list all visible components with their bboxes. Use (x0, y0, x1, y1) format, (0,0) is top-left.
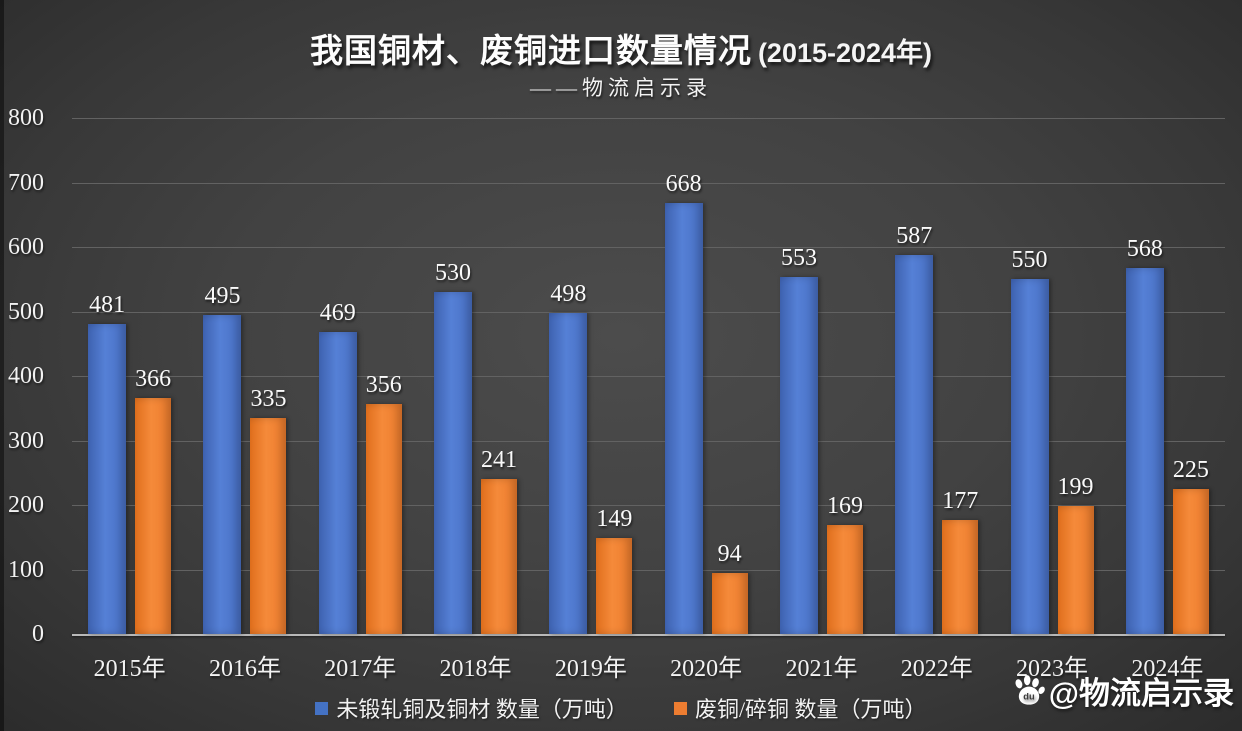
legend-label: 废铜/碎铜 数量（万吨） (694, 697, 927, 722)
bar-value-label: 568 (1126, 235, 1163, 262)
bar-value-label: 469 (319, 299, 356, 326)
gridline (72, 505, 1225, 506)
bar-scrap-copper-2024年: 225 (1172, 457, 1209, 634)
bar-value-label: 530 (435, 260, 472, 287)
x-tick-label: 2022年 (900, 656, 973, 682)
bar-unwrought-copper-2020年: 668 (664, 171, 703, 634)
bar-value-label: 335 (250, 385, 287, 412)
legend-label: 未锻轧铜及铜材 数量（万吨） (336, 697, 628, 722)
bar-value-label: 587 (896, 223, 933, 250)
x-tick-label: 2021年 (785, 656, 858, 682)
chart-title-years: (2015-2024年) (757, 38, 933, 68)
x-tick-label: 2016年 (208, 656, 281, 682)
bar-unwrought-copper-2022年: 587 (895, 223, 934, 634)
bar-group-2018年: 530 241 (418, 118, 533, 634)
bar-unwrought-copper-2019年: 498 (549, 281, 588, 634)
y-tick-label: 100 (8, 556, 44, 583)
bar-scrap-copper-2020年: 94 (711, 541, 748, 634)
bar-scrap-copper-2019年: 149 (596, 506, 633, 634)
x-axis-line (72, 634, 1225, 636)
bar-value-label: 169 (826, 493, 863, 519)
y-tick-label: 0 (32, 621, 44, 647)
bar-unwrought-copper-2024年: 568 (1125, 236, 1164, 634)
bar-value-label: 199 (1057, 473, 1094, 500)
bar-scrap-copper-2016年: 335 (250, 386, 287, 634)
bar-scrap-copper-2022年: 177 (942, 488, 979, 634)
x-tick-label: 2018年 (439, 656, 512, 682)
chart-subtitle: ——物流启示录 (530, 76, 712, 100)
y-tick-label: 200 (8, 492, 44, 518)
y-tick-label: 500 (8, 298, 44, 325)
bar-value-label: 668 (665, 171, 702, 198)
bar-value-label: 241 (481, 446, 518, 473)
chart-title: 我国铜材、废铜进口数量情况 (309, 32, 752, 69)
gridline (72, 569, 1225, 571)
x-tick-label: 2020年 (670, 656, 743, 682)
bar-value-label: 149 (596, 505, 633, 532)
bar-group-2015年: 481 366 (72, 118, 187, 634)
bar-group-2021年: 553 169 (764, 118, 879, 634)
x-tick-label: 2024年 (1131, 656, 1204, 682)
page-title: 我国铜材、废铜进口数量情况 (2015-2024年) (0, 24, 1242, 72)
bar-value-label: 481 (89, 291, 126, 318)
y-tick-label: 400 (8, 363, 44, 389)
x-tick-label: 2019年 (554, 656, 627, 682)
bar-group-2023年: 550 199 (994, 118, 1109, 634)
bar-scrap-copper-2021年: 169 (826, 493, 863, 634)
bar-unwrought-copper-2018年: 530 (434, 260, 473, 634)
x-tick-label: 2015年 (93, 656, 166, 682)
baidu-paw-icon: du (1011, 673, 1047, 709)
bar-group-2022年: 587 177 (879, 118, 994, 634)
bar-value-label: 553 (780, 245, 817, 272)
plot-area: 481 366 495 335 469 356 530 241 498 149 668 94 553 16… (72, 118, 1225, 636)
bar-unwrought-copper-2017年: 469 (318, 300, 357, 634)
gridline (72, 376, 1225, 377)
y-tick-label: 800 (8, 105, 44, 131)
y-axis: 800 700 600 500 400 300 200 100 0 (0, 105, 48, 647)
legend-item-scrap-copper: 废铜/碎铜 数量（万吨） (673, 692, 927, 724)
y-tick-label: 700 (8, 169, 44, 196)
gridline (72, 311, 1225, 313)
bar-value-label: 225 (1172, 456, 1209, 483)
legend-item-unwrought-copper: 未锻轧铜及铜材 数量（万吨） (315, 692, 628, 724)
bar-value-label: 495 (204, 282, 241, 309)
bar-value-label: 94 (717, 541, 742, 568)
gridline (72, 440, 1225, 442)
legend-swatch-orange-icon (673, 701, 687, 715)
bar-group-2024年: 568 225 (1110, 118, 1225, 634)
watermark: du @物流启示录 (1011, 668, 1234, 713)
bar-scrap-copper-2017年: 356 (365, 372, 402, 634)
bar-unwrought-copper-2016年: 495 (203, 283, 242, 634)
watermark-text: @物流启示录 (1048, 676, 1234, 711)
y-tick-label: 600 (8, 234, 44, 260)
x-axis: 2015年 2016年 2017年 2018年 2019年 2020年 2021年 2022年… (72, 648, 1225, 682)
bar-unwrought-copper-2023年: 550 (1010, 247, 1049, 634)
gridline (72, 118, 1225, 119)
bar-scrap-copper-2023年: 199 (1057, 474, 1094, 634)
bar-scrap-copper-2018年: 241 (481, 447, 518, 634)
gridline (72, 182, 1225, 184)
x-tick-label: 2017年 (324, 656, 397, 682)
svg-text:du: du (1023, 691, 1035, 701)
bar-unwrought-copper-2021年: 553 (779, 245, 818, 634)
legend: 未锻轧铜及铜材 数量（万吨） 废铜/碎铜 数量（万吨） (0, 692, 1242, 724)
y-tick-label: 300 (8, 427, 44, 454)
bar-group-2019年: 498 149 (533, 118, 648, 634)
bar-scrap-copper-2015年: 366 (135, 366, 172, 634)
gridline (72, 247, 1225, 248)
bar-group-2020年: 668 94 (649, 118, 764, 634)
bar-group-2017年: 469 356 (303, 118, 418, 634)
bar-value-label: 366 (135, 365, 172, 392)
bar-unwrought-copper-2015年: 481 (88, 292, 127, 634)
legend-swatch-blue-icon (315, 701, 329, 715)
bar-group-2016年: 495 335 (187, 118, 302, 634)
bar-value-label: 550 (1011, 247, 1048, 274)
bar-value-label: 177 (942, 487, 979, 514)
bar-value-label: 498 (550, 280, 587, 307)
bar-value-label: 356 (365, 372, 402, 399)
